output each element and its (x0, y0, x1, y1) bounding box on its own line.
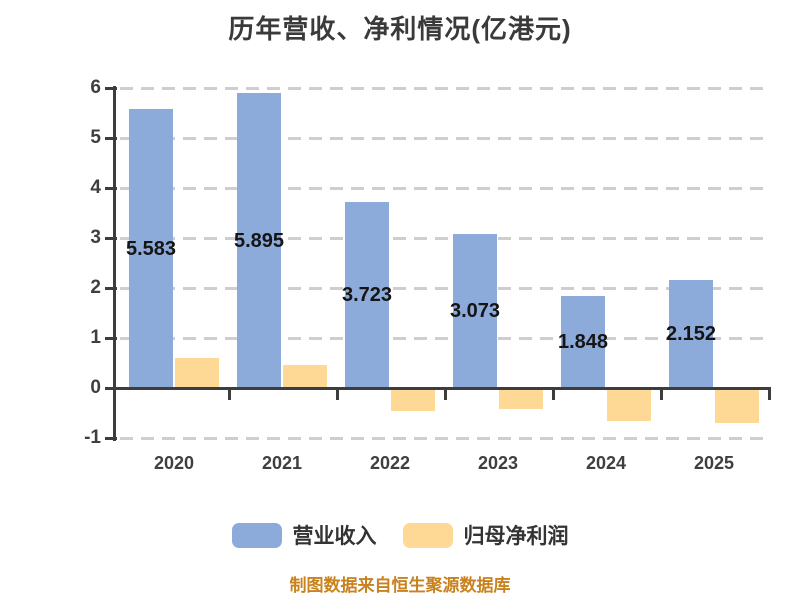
year-label: 2021 (261, 453, 303, 473)
net-profit-bar (607, 388, 651, 421)
y-axis-tick-label: 4 (90, 177, 101, 198)
revenue-bar (669, 280, 713, 388)
x-axis-tick (660, 388, 663, 400)
revenue-value-label: 5.583 (125, 238, 177, 260)
legend-label-revenue: 营业收入 (292, 525, 377, 548)
net-profit-bar (175, 358, 219, 388)
x-axis-tick (228, 388, 231, 400)
y-axis-tick-label: 6 (90, 77, 101, 98)
gridline (120, 437, 769, 440)
net-profit-bar (715, 388, 759, 423)
gridline (120, 87, 769, 90)
y-axis-tick (105, 337, 117, 340)
legend-item-revenue: 营业收入 (231, 520, 377, 550)
y-axis-tick (105, 437, 117, 440)
x-axis-tick (336, 388, 339, 400)
y-axis-tick (105, 187, 117, 190)
revenue-value-label: 1.848 (557, 331, 609, 353)
revenue-bar (453, 234, 497, 388)
x-axis-tick (768, 388, 771, 400)
gridline (120, 187, 769, 190)
x-axis-tick (552, 388, 555, 400)
gridline (120, 137, 769, 140)
year-label: 2025 (693, 453, 735, 473)
data-source-caption: 制图数据来自恒生聚源数据库 (289, 576, 511, 595)
x-axis-tick (444, 388, 447, 400)
x-axis-line (113, 387, 771, 390)
net-profit-bar (499, 388, 543, 409)
y-axis-tick-label: 0 (90, 377, 101, 398)
y-axis-tick-label: 1 (90, 327, 101, 348)
revenue-bar (345, 202, 389, 388)
y-axis-tick-label: 5 (90, 127, 101, 148)
y-axis-tick (105, 87, 117, 90)
net-profit-swatch (402, 522, 453, 548)
y-axis-tick-label: -1 (84, 427, 101, 448)
year-label: 2023 (477, 453, 519, 473)
y-axis-tick-label: 3 (90, 227, 101, 248)
year-label: 2022 (369, 453, 411, 473)
revenue-bar (237, 93, 281, 388)
gridline (120, 337, 769, 340)
y-axis-tick (105, 137, 117, 140)
revenue-bar (129, 109, 173, 388)
revenue-value-label: 5.895 (233, 230, 285, 252)
year-label: 2020 (153, 453, 195, 473)
legend-item-net-profit: 归母净利润 (402, 520, 569, 550)
year-label: 2024 (585, 453, 627, 473)
net-profit-bar (283, 365, 327, 388)
revenue-value-label: 3.073 (449, 300, 501, 322)
revenue-value-label: 2.152 (665, 323, 717, 345)
legend: 营业收入 归母净利润 (0, 520, 800, 550)
y-axis-tick-label: 2 (90, 277, 101, 298)
revenue-value-label: 3.723 (341, 284, 393, 306)
y-axis-tick (105, 387, 117, 390)
y-axis-line (113, 86, 116, 441)
net-profit-bar (391, 388, 435, 411)
y-axis-tick (105, 287, 117, 290)
revenue-swatch (231, 522, 282, 548)
chart-title: 历年营收、净利情况(亿港元) (228, 14, 572, 44)
legend-label-net-profit: 归母净利润 (463, 525, 569, 548)
y-axis-tick (105, 237, 117, 240)
revenue-bar (561, 296, 605, 388)
gridline (120, 237, 769, 240)
gridline (120, 287, 769, 290)
